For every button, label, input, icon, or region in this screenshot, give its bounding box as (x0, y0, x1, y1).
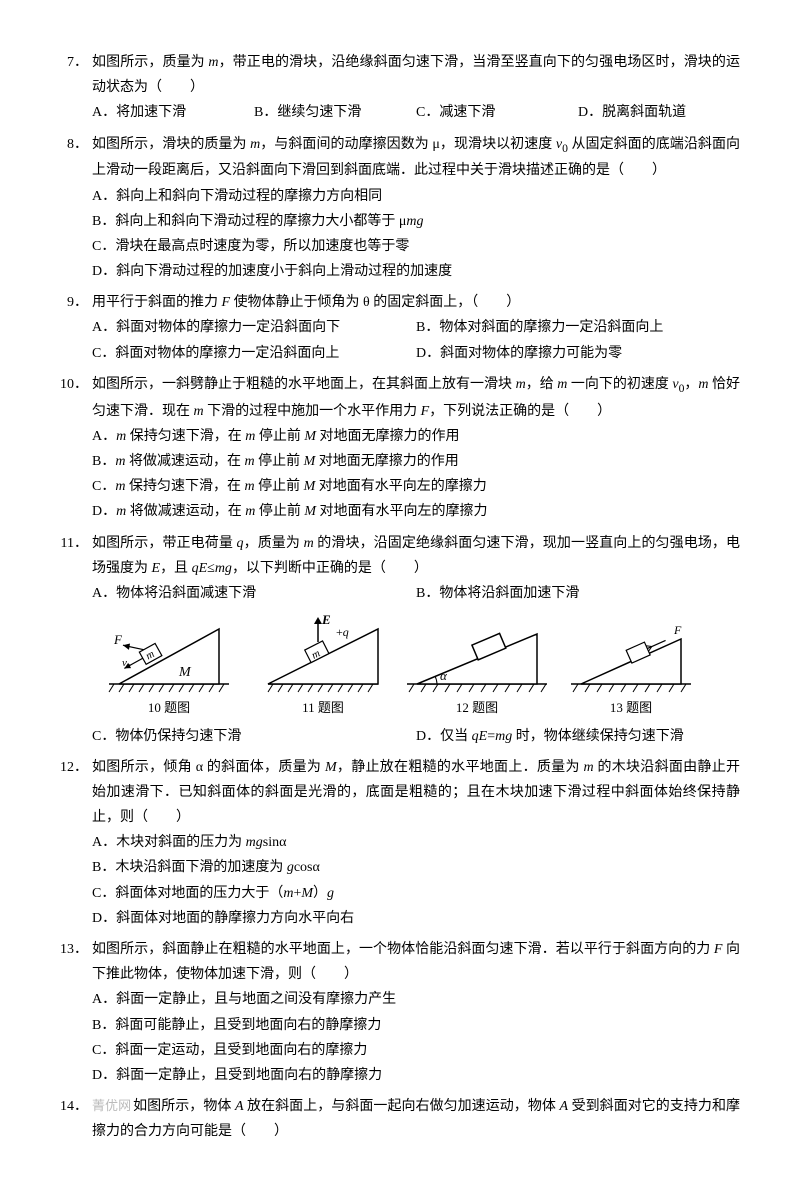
q-number: 14． (60, 1094, 92, 1119)
question-9: 9． 用平行于斜面的推力 F 使物体静止于倾角为 θ 的固定斜面上，（ ） A．… (60, 290, 740, 366)
option-d: D．脱离斜面轨道 (578, 100, 740, 125)
q-options: A．m 保持匀速下滑，在 m 停止前 M 对地面无摩擦力的作用 B．m 将做减速… (92, 424, 740, 525)
option-b: B．物体对斜面的摩擦力一定沿斜面向上 (416, 315, 740, 340)
q-stem: 如图所示，滑块的质量为 m，与斜面间的动摩擦因数为 μ，现滑块以初速度 v0 从… (92, 132, 740, 184)
figure-13-svg: F (566, 614, 696, 694)
option-a: A．木块对斜面的压力为 mgsinα (92, 830, 740, 855)
question-12: 12． 如图所示，倾角 α 的斜面体，质量为 M，静止放在粗糙的水平地面上．质量… (60, 755, 740, 931)
question-8: 8． 如图所示，滑块的质量为 m，与斜面间的动摩擦因数为 μ，现滑块以初速度 v… (60, 132, 740, 285)
option-d: D．仅当 qE=mg 时，物体继续保持匀速下滑 (416, 724, 740, 749)
option-b: B．木块沿斜面下滑的加速度为 gcosα (92, 855, 740, 880)
figure-13: F 13 题图 (554, 614, 708, 719)
option-d: D．斜向下滑动过程的加速度小于斜向上滑动过程的加速度 (92, 259, 740, 284)
q-stem-text: 如图所示，物体 A 放在斜面上，与斜面一起向右做匀加速运动，物体 A 受到斜面对… (92, 1099, 740, 1139)
option-c: C．物体仍保持匀速下滑 (92, 724, 416, 749)
option-d: D．斜面对物体的摩擦力可能为零 (416, 341, 740, 366)
option-b: B．物体将沿斜面加速下滑 (416, 581, 740, 606)
q-options-top: A．物体将沿斜面减速下滑 B．物体将沿斜面加速下滑 (92, 581, 740, 606)
svg-text:F: F (673, 623, 682, 637)
svg-text:E: E (321, 614, 331, 627)
question-7: 7． 如图所示，质量为 m，带正电的滑块，沿绝缘斜面匀速下滑，当滑至竖直向下的匀… (60, 50, 740, 126)
q-stem: 如图所示，质量为 m，带正电的滑块，沿绝缘斜面匀速下滑，当滑至竖直向下的匀强电场… (92, 50, 740, 100)
q-number: 11． (60, 531, 92, 556)
q-number: 8． (60, 132, 92, 157)
option-a: A．斜面对物体的摩擦力一定沿斜面向下 (92, 315, 416, 340)
q-options-bottom: C．物体仍保持匀速下滑 D．仅当 qE=mg 时，物体继续保持匀速下滑 (92, 724, 740, 749)
q-options: A．斜向上和斜向下滑动过程的摩擦力方向相同 B．斜向上和斜向下滑动过程的摩擦力大… (92, 184, 740, 285)
svg-text:v₀: v₀ (122, 657, 131, 669)
option-c: C．m 保持匀速下滑，在 m 停止前 M 对地面有水平向左的摩擦力 (92, 474, 740, 499)
option-a: A．斜向上和斜向下滑动过程的摩擦力方向相同 (92, 184, 740, 209)
svg-text:F: F (113, 632, 123, 647)
figure-11: m E +q 11 题图 (246, 614, 400, 719)
option-c: C．减速下滑 (416, 100, 578, 125)
q-stem: 菁优网如图所示，物体 A 放在斜面上，与斜面一起向右做匀加速运动，物体 A 受到… (92, 1094, 740, 1144)
fig-caption: 13 题图 (554, 696, 708, 719)
svg-text:α: α (440, 668, 448, 683)
q-stem: 如图所示，倾角 α 的斜面体，质量为 M，静止放在粗糙的水平地面上．质量为 m … (92, 755, 740, 831)
q-stem: 如图所示，带正电荷量 q，质量为 m 的滑块，沿固定绝缘斜面匀速下滑，现加一竖直… (92, 531, 740, 581)
q-number: 7． (60, 50, 92, 75)
option-d: D．斜面体对地面的静摩擦力方向水平向右 (92, 906, 740, 931)
option-c: C．斜面一定运动，且受到地面向右的摩擦力 (92, 1038, 740, 1063)
watermark: 菁优网 (92, 1098, 131, 1113)
q-options: A．木块对斜面的压力为 mgsinα B．木块沿斜面下滑的加速度为 gcosα … (92, 830, 740, 931)
figure-12-svg: α (402, 614, 552, 694)
option-a: A．将加速下滑 (92, 100, 254, 125)
option-c: C．滑块在最高点时速度为零，所以加速度也等于零 (92, 234, 740, 259)
figure-10: M m F v₀ 10 题图 (92, 614, 246, 719)
option-b: B．斜向上和斜向下滑动过程的摩擦力大小都等于 μmg (92, 209, 740, 234)
option-b: B．斜面可能静止，且受到地面向右的静摩擦力 (92, 1013, 740, 1038)
q-number: 13． (60, 937, 92, 962)
question-14: 14． 菁优网如图所示，物体 A 放在斜面上，与斜面一起向右做匀加速运动，物体 … (60, 1094, 740, 1144)
fig-caption: 10 题图 (92, 696, 246, 719)
svg-text:+q: +q (336, 625, 349, 639)
option-d: D．斜面一定静止，且受到地面向右的静摩擦力 (92, 1063, 740, 1088)
q-options: A．将加速下滑 B．继续匀速下滑 C．减速下滑 D．脱离斜面轨道 (92, 100, 740, 125)
figure-10-svg: M m F v₀ (104, 614, 234, 694)
option-a: A．物体将沿斜面减速下滑 (92, 581, 416, 606)
figures-row: M m F v₀ 10 题图 (92, 614, 708, 719)
svg-text:M: M (178, 665, 192, 680)
question-13: 13． 如图所示，斜面静止在粗糙的水平地面上，一个物体恰能沿斜面匀速下滑．若以平… (60, 937, 740, 1088)
q-options: A．斜面一定静止，且与地面之间没有摩擦力产生 B．斜面可能静止，且受到地面向右的… (92, 987, 740, 1088)
option-b: B．m 将做减速运动，在 m 停止前 M 对地面无摩擦力的作用 (92, 449, 740, 474)
fig-caption: 12 题图 (400, 696, 554, 719)
option-d: D．m 将做减速运动，在 m 停止前 M 对地面有水平向左的摩擦力 (92, 499, 740, 524)
q-stem: 如图所示，一斜劈静止于粗糙的水平地面上，在其斜面上放有一滑块 m，给 m 一向下… (92, 372, 740, 424)
figure-11-svg: m E +q (258, 614, 388, 694)
q-stem: 如图所示，斜面静止在粗糙的水平地面上，一个物体恰能沿斜面匀速下滑．若以平行于斜面… (92, 937, 740, 987)
figure-12: α 12 题图 (400, 614, 554, 719)
question-10: 10． 如图所示，一斜劈静止于粗糙的水平地面上，在其斜面上放有一滑块 m，给 m… (60, 372, 740, 525)
q-number: 10． (60, 372, 92, 397)
q-options: A．斜面对物体的摩擦力一定沿斜面向下 B．物体对斜面的摩擦力一定沿斜面向上 C．… (92, 315, 740, 365)
q-stem: 用平行于斜面的推力 F 使物体静止于倾角为 θ 的固定斜面上，（ ） (92, 290, 740, 315)
option-b: B．继续匀速下滑 (254, 100, 416, 125)
option-c: C．斜面对物体的摩擦力一定沿斜面向上 (92, 341, 416, 366)
fig-caption: 11 题图 (246, 696, 400, 719)
question-11: 11． 如图所示，带正电荷量 q，质量为 m 的滑块，沿固定绝缘斜面匀速下滑，现… (60, 531, 740, 749)
q-number: 12． (60, 755, 92, 780)
q-number: 9． (60, 290, 92, 315)
option-c: C．斜面体对地面的压力大于（m+M）g (92, 881, 740, 906)
option-a: A．斜面一定静止，且与地面之间没有摩擦力产生 (92, 987, 740, 1012)
option-a: A．m 保持匀速下滑，在 m 停止前 M 对地面无摩擦力的作用 (92, 424, 740, 449)
